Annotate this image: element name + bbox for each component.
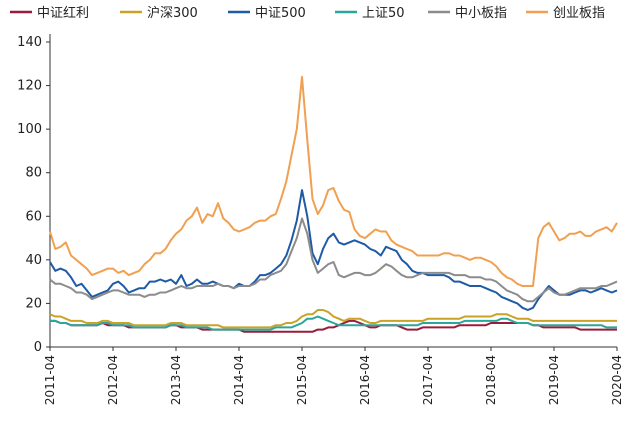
legend-label: 中小板指 (455, 6, 507, 21)
y-tick-label: 80 (25, 166, 42, 181)
chart-legend: 中证红利 沪深300 中证500 上证50 中小板指 创业板指 (10, 5, 605, 21)
y-tick-label: 60 (25, 209, 42, 224)
series-line (49, 217, 618, 303)
series-line (50, 315, 617, 331)
x-tick-label: 2016-04 (358, 355, 372, 405)
x-tick-label: 2015-04 (295, 355, 309, 405)
legend-label: 中证红利 (37, 5, 89, 21)
legend-label: 沪深300 (147, 5, 198, 21)
x-tick-label: 2014-04 (232, 355, 246, 405)
x-tick-label: 2011-04 (43, 355, 57, 405)
y-tick-label: 140 (17, 35, 42, 50)
legend-label: 中证500 (255, 6, 306, 21)
y-tick-label: 40 (25, 253, 42, 268)
x-axis: 2011-04 2012-04 2013-04 2014-04 2015-04 2016-… (43, 346, 624, 405)
x-tick-label: 2020-04 (610, 355, 624, 405)
y-axis: 0 20 40 60 80 100 120 140 (17, 34, 51, 355)
y-tick-label: 120 (17, 79, 42, 94)
x-tick-label: 2017-04 (421, 355, 435, 405)
series-line (49, 309, 617, 329)
y-tick-label: 100 (17, 122, 42, 137)
y-tick-label: 0 (34, 340, 42, 355)
x-tick-label: 2019-04 (547, 355, 561, 405)
x-tick-label: 2012-04 (106, 355, 120, 405)
series-line (49, 189, 618, 311)
x-tick-label: 2018-04 (484, 355, 498, 405)
y-tick-label: 20 (25, 296, 42, 311)
x-tick-label: 2013-04 (169, 355, 183, 405)
series-lines (49, 75, 618, 333)
legend-label: 创业板指 (553, 6, 605, 21)
series-line (49, 75, 618, 287)
legend-label: 上证50 (362, 6, 405, 21)
